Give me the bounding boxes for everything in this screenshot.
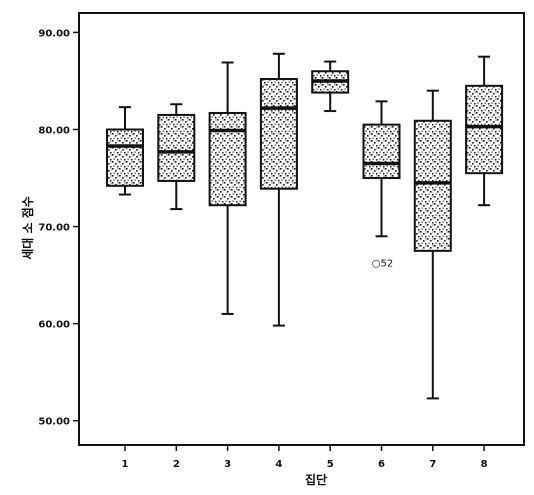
outlier-markers: ○52 bbox=[372, 258, 393, 269]
y-tick-label: 70.00 bbox=[38, 223, 70, 234]
box-1 bbox=[106, 106, 144, 196]
x-tick-label: 6 bbox=[378, 459, 385, 470]
box-8 bbox=[465, 55, 504, 207]
y-tick-label: 80.00 bbox=[38, 125, 70, 136]
plot-frame bbox=[78, 12, 525, 446]
y-tick-label: 50.00 bbox=[38, 417, 70, 428]
box-2 bbox=[157, 103, 196, 211]
iqr-box bbox=[208, 111, 247, 207]
iqr-box bbox=[413, 119, 452, 252]
y-tick-label: 60.00 bbox=[38, 320, 70, 331]
box-6 bbox=[362, 100, 401, 238]
x-tick-label: 2 bbox=[173, 459, 180, 470]
x-tick-label: 8 bbox=[481, 459, 488, 470]
x-tick-label: 1 bbox=[122, 459, 129, 470]
iqr-box bbox=[259, 78, 298, 190]
x-tick-label: 7 bbox=[429, 459, 436, 470]
x-tick-label: 5 bbox=[327, 459, 334, 470]
box-3 bbox=[208, 61, 247, 315]
box-4 bbox=[259, 52, 298, 327]
y-axis: 50.00 60.00 70.00 80.00 90.00 bbox=[38, 28, 79, 428]
iqr-box bbox=[106, 128, 144, 187]
x-axis: 1 2 3 4 5 6 7 8 bbox=[122, 445, 488, 470]
iqr-box bbox=[465, 84, 504, 175]
box-5 bbox=[311, 60, 350, 113]
x-tick-label: 3 bbox=[224, 459, 231, 470]
iqr-box bbox=[157, 113, 196, 182]
x-tick-label: 4 bbox=[275, 459, 282, 470]
box-series bbox=[106, 52, 504, 400]
outlier-label: ○52 bbox=[372, 258, 393, 269]
x-axis-title: 집단 bbox=[305, 472, 327, 487]
box-7 bbox=[413, 89, 452, 400]
y-tick-label: 90.00 bbox=[38, 28, 70, 39]
iqr-box bbox=[362, 123, 401, 180]
y-axis-title: 세대 소 점수 bbox=[20, 196, 35, 260]
